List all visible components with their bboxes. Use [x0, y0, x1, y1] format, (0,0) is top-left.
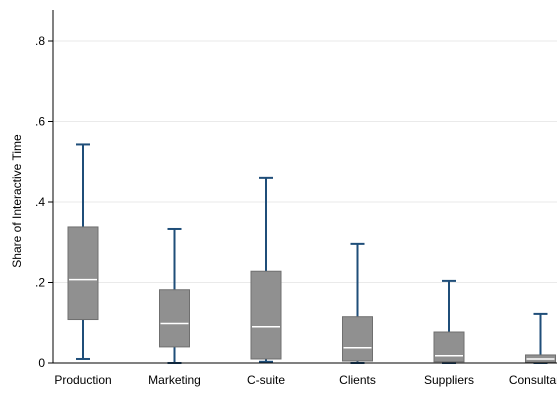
x-tick-label: Consultants: [509, 373, 557, 387]
box-suppliers: [433, 279, 465, 364]
x-tick-label: Clients: [339, 373, 376, 387]
box-production: [67, 143, 99, 360]
axes: 0 .2 .4 .6 .8 Production Marketing C-suite Clien…: [35, 10, 557, 387]
box-clients: [342, 242, 373, 364]
iqr-box: [159, 289, 190, 348]
boxes: [67, 143, 556, 364]
iqr-box: [433, 331, 465, 363]
y-tick-label: 0: [38, 356, 45, 370]
gridlines: [53, 40, 557, 283]
iqr-box: [67, 226, 99, 321]
box-c-suite: [250, 176, 282, 363]
y-tick-label: .2: [35, 276, 45, 290]
x-tick-label: C-suite: [247, 373, 285, 387]
iqr-box: [250, 270, 282, 360]
y-axis-label: Share of Interactive Time: [10, 134, 24, 268]
box-consultants: [525, 312, 556, 364]
iqr-box: [342, 316, 373, 362]
x-tick-label: Marketing: [148, 373, 201, 387]
y-tick-label: .6: [35, 115, 45, 129]
y-tick-label: .8: [35, 34, 45, 48]
y-tick-label: .4: [35, 195, 45, 209]
x-tick-label: Suppliers: [424, 373, 474, 387]
x-tick-label: Production: [54, 373, 111, 387]
box-marketing: [159, 227, 190, 364]
